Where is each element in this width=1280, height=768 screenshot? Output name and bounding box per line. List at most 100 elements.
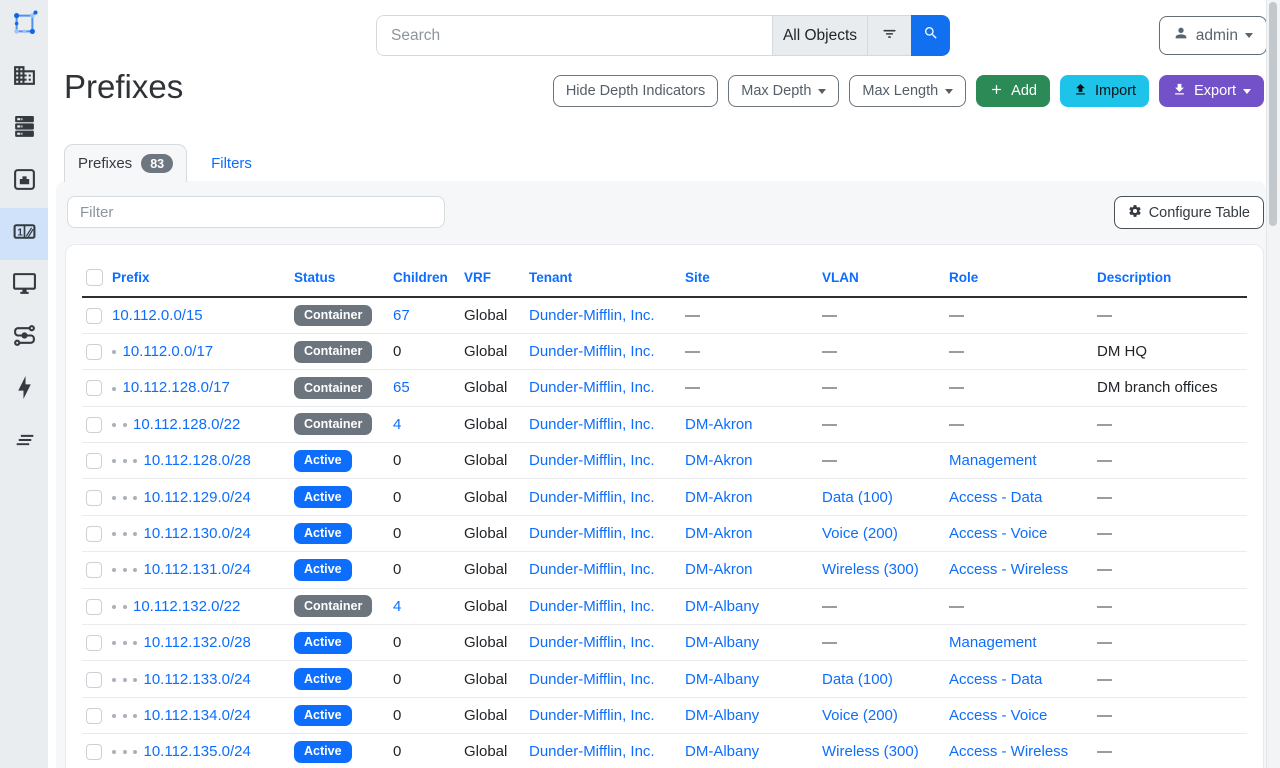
site-link[interactable]: DM-Albany xyxy=(685,706,760,724)
col-header-children[interactable]: Children xyxy=(389,257,460,298)
row-checkbox[interactable] xyxy=(86,562,102,579)
col-header-prefix[interactable]: Prefix xyxy=(108,257,290,298)
children-count[interactable]: 4 xyxy=(393,415,402,433)
prefix-link[interactable]: 10.112.0.0/17 xyxy=(122,343,214,361)
select-all-checkbox[interactable] xyxy=(86,269,103,286)
site-link[interactable]: DM-Akron xyxy=(685,452,753,470)
children-count[interactable]: 67 xyxy=(393,306,410,324)
prefix-link[interactable]: 10.112.135.0/24 xyxy=(143,743,251,761)
sidebar-item-circuits[interactable] xyxy=(0,312,48,364)
site-link[interactable]: DM-Albany xyxy=(685,670,760,688)
col-header-role[interactable]: Role xyxy=(945,257,1093,298)
quick-filter-input[interactable] xyxy=(67,196,445,228)
site-link[interactable]: DM-Akron xyxy=(685,561,753,579)
search-scope-button[interactable]: All Objects xyxy=(772,15,867,56)
site-link[interactable]: DM-Albany xyxy=(685,634,760,652)
row-checkbox[interactable] xyxy=(86,526,102,543)
row-checkbox[interactable] xyxy=(86,671,102,688)
configure-table-button[interactable]: Configure Table xyxy=(1113,196,1264,229)
tenant-link[interactable]: Dunder-Mifflin, Inc. xyxy=(529,488,655,506)
max-length-dropdown[interactable]: Max Length xyxy=(849,75,967,107)
tenant-link[interactable]: Dunder-Mifflin, Inc. xyxy=(529,379,655,397)
site-link[interactable]: DM-Albany xyxy=(685,743,760,761)
tenant-link[interactable]: Dunder-Mifflin, Inc. xyxy=(529,343,655,361)
vlan-link[interactable]: Wireless (300) xyxy=(822,561,919,579)
add-button[interactable]: Add xyxy=(976,75,1050,107)
tenant-link[interactable]: Dunder-Mifflin, Inc. xyxy=(529,670,655,688)
role-link[interactable]: Access - Data xyxy=(949,670,1043,688)
row-checkbox[interactable] xyxy=(86,708,102,724)
tenant-link[interactable]: Dunder-Mifflin, Inc. xyxy=(529,415,655,433)
row-checkbox[interactable] xyxy=(86,307,102,324)
tenant-link[interactable]: Dunder-Mifflin, Inc. xyxy=(529,525,655,543)
prefix-link[interactable]: 10.112.130.0/24 xyxy=(143,525,251,543)
tab-filters[interactable]: Filters xyxy=(211,154,252,172)
import-button[interactable]: Import xyxy=(1059,75,1150,107)
role-link[interactable]: Access - Voice xyxy=(949,525,1048,543)
tenant-link[interactable]: Dunder-Mifflin, Inc. xyxy=(529,306,655,324)
col-header-status[interactable]: Status xyxy=(290,257,389,298)
sidebar-item-customization[interactable] xyxy=(0,416,48,468)
prefix-link[interactable]: 10.112.0.0/15 xyxy=(112,306,203,324)
prefix-link[interactable]: 10.112.133.0/24 xyxy=(143,670,251,688)
prefix-link[interactable]: 10.112.132.0/28 xyxy=(143,634,251,652)
row-checkbox[interactable] xyxy=(86,598,102,615)
site-link[interactable]: DM-Akron xyxy=(685,488,753,506)
prefix-link[interactable]: 10.112.128.0/17 xyxy=(122,379,230,397)
col-header-description[interactable]: Description xyxy=(1093,257,1247,298)
row-checkbox[interactable] xyxy=(86,453,102,470)
col-header-vrf[interactable]: VRF xyxy=(460,257,525,298)
sidebar-item-connections[interactable] xyxy=(0,156,48,208)
col-header-site[interactable]: Site xyxy=(681,257,818,298)
row-checkbox[interactable] xyxy=(86,635,102,652)
sidebar-item-devices[interactable] xyxy=(0,104,48,156)
sidebar-item-virtualization[interactable] xyxy=(0,260,48,312)
tenant-link[interactable]: Dunder-Mifflin, Inc. xyxy=(529,634,655,652)
vlan-link[interactable]: Voice (200) xyxy=(822,706,898,724)
export-dropdown-button[interactable]: Export xyxy=(1159,75,1264,107)
role-link[interactable]: Access - Wireless xyxy=(949,743,1069,761)
row-checkbox[interactable] xyxy=(86,744,102,761)
sidebar-item-ipam[interactable]: 1 xyxy=(0,208,48,260)
max-depth-dropdown[interactable]: Max Depth xyxy=(728,75,840,107)
role-link[interactable]: Access - Data xyxy=(949,488,1043,506)
search-filter-button[interactable] xyxy=(867,15,911,56)
row-checkbox[interactable] xyxy=(86,344,102,361)
prefix-link[interactable]: 10.112.129.0/24 xyxy=(143,488,251,506)
site-link[interactable]: DM-Albany xyxy=(685,597,760,615)
scrollbar-thumb[interactable] xyxy=(1269,2,1277,226)
site-link[interactable]: DM-Akron xyxy=(685,525,753,543)
col-header-tenant[interactable]: Tenant xyxy=(525,257,681,298)
tenant-link[interactable]: Dunder-Mifflin, Inc. xyxy=(529,561,655,579)
tenant-link[interactable]: Dunder-Mifflin, Inc. xyxy=(529,743,655,761)
role-link[interactable]: Access - Wireless xyxy=(949,561,1069,579)
row-checkbox[interactable] xyxy=(86,489,102,506)
search-input[interactable] xyxy=(376,15,772,56)
tab-prefixes[interactable]: Prefixes 83 xyxy=(64,144,188,182)
tenant-link[interactable]: Dunder-Mifflin, Inc. xyxy=(529,706,655,724)
sidebar-item-organization[interactable] xyxy=(0,52,48,104)
search-submit-button[interactable] xyxy=(911,15,950,56)
col-header-vlan[interactable]: VLAN xyxy=(818,257,945,298)
row-checkbox[interactable] xyxy=(86,380,102,397)
prefix-link[interactable]: 10.112.131.0/24 xyxy=(143,561,251,579)
vlan-link[interactable]: Data (100) xyxy=(822,670,893,688)
row-checkbox[interactable] xyxy=(86,416,102,433)
prefix-link[interactable]: 10.112.132.0/22 xyxy=(133,597,241,615)
site-link[interactable]: DM-Akron xyxy=(685,415,753,433)
tenant-link[interactable]: Dunder-Mifflin, Inc. xyxy=(529,452,655,470)
user-menu-button[interactable]: admin xyxy=(1158,16,1267,55)
role-link[interactable]: Management xyxy=(949,634,1037,652)
prefix-link[interactable]: 10.112.134.0/24 xyxy=(143,706,251,724)
sidebar-item-logo[interactable] xyxy=(0,0,48,52)
vlan-link[interactable]: Wireless (300) xyxy=(822,743,919,761)
role-link[interactable]: Access - Voice xyxy=(949,706,1048,724)
prefix-link[interactable]: 10.112.128.0/22 xyxy=(133,415,241,433)
tenant-link[interactable]: Dunder-Mifflin, Inc. xyxy=(529,597,655,615)
vlan-link[interactable]: Voice (200) xyxy=(822,525,898,543)
role-link[interactable]: Management xyxy=(949,452,1037,470)
hide-depth-indicators-button[interactable]: Hide Depth Indicators xyxy=(552,75,719,107)
children-count[interactable]: 4 xyxy=(393,597,402,615)
vlan-link[interactable]: Data (100) xyxy=(822,488,893,506)
sidebar-item-power[interactable] xyxy=(0,364,48,416)
